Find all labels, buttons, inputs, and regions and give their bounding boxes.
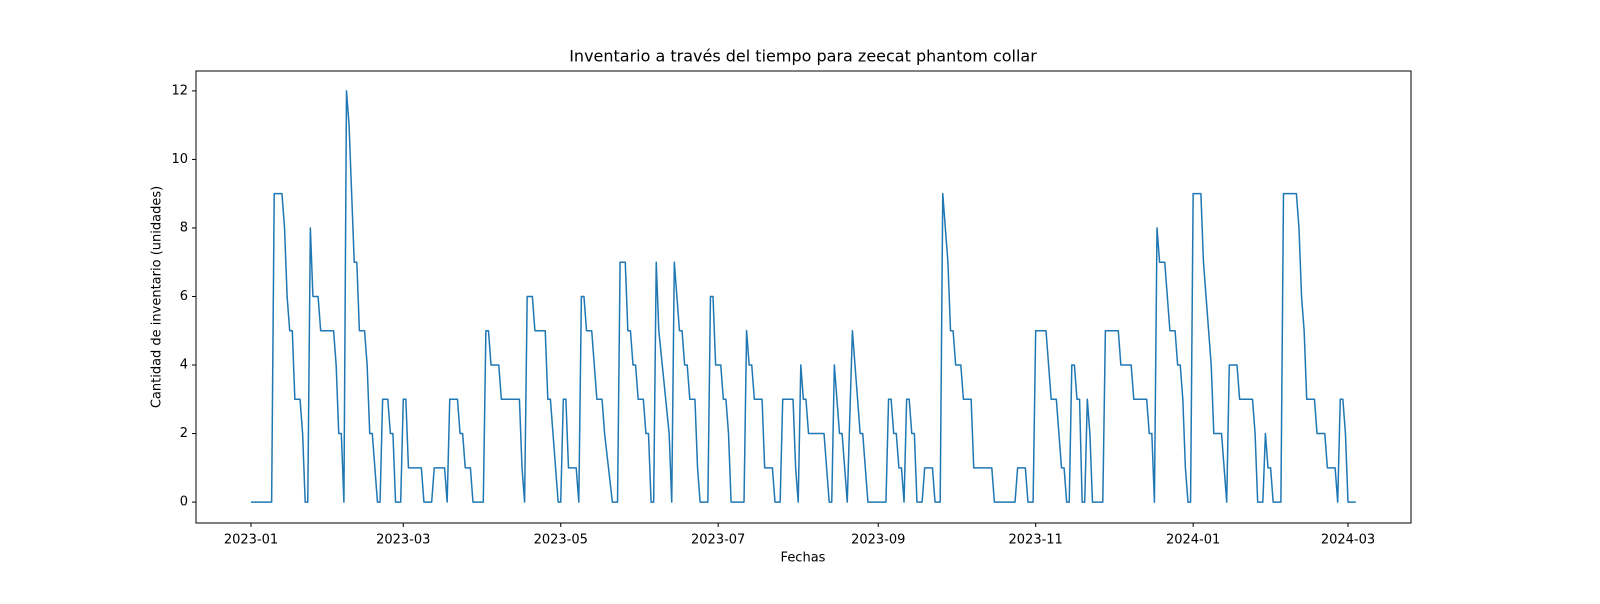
x-tick-label: 2023-09: [851, 533, 905, 548]
y-axis-label: Cantidad de inventario (unidades): [150, 186, 165, 408]
x-tick-label: 2024-03: [1321, 533, 1375, 548]
x-tick-label: 2023-11: [1009, 533, 1063, 548]
axes-frame: [195, 70, 1412, 524]
data-line: [250, 90, 1356, 503]
chart-title: Inventario a través del tiempo para zeec…: [569, 47, 1037, 66]
x-axis-label: Fechas: [781, 551, 826, 566]
y-tick-label: 2: [180, 426, 188, 441]
y-tick-label: 6: [180, 289, 188, 304]
x-tick-label: 2023-05: [534, 533, 588, 548]
y-tick-label: 0: [180, 495, 188, 510]
y-tick-label: 8: [180, 220, 188, 235]
x-tick-label: 2023-07: [691, 533, 745, 548]
x-tick-label: 2024-01: [1166, 533, 1220, 548]
y-tick-label: 4: [180, 358, 188, 373]
y-tick-label: 12: [171, 83, 188, 98]
x-tick-label: 2023-03: [376, 533, 430, 548]
x-tick-label: 2023-01: [224, 533, 278, 548]
y-tick-label: 10: [171, 152, 188, 167]
